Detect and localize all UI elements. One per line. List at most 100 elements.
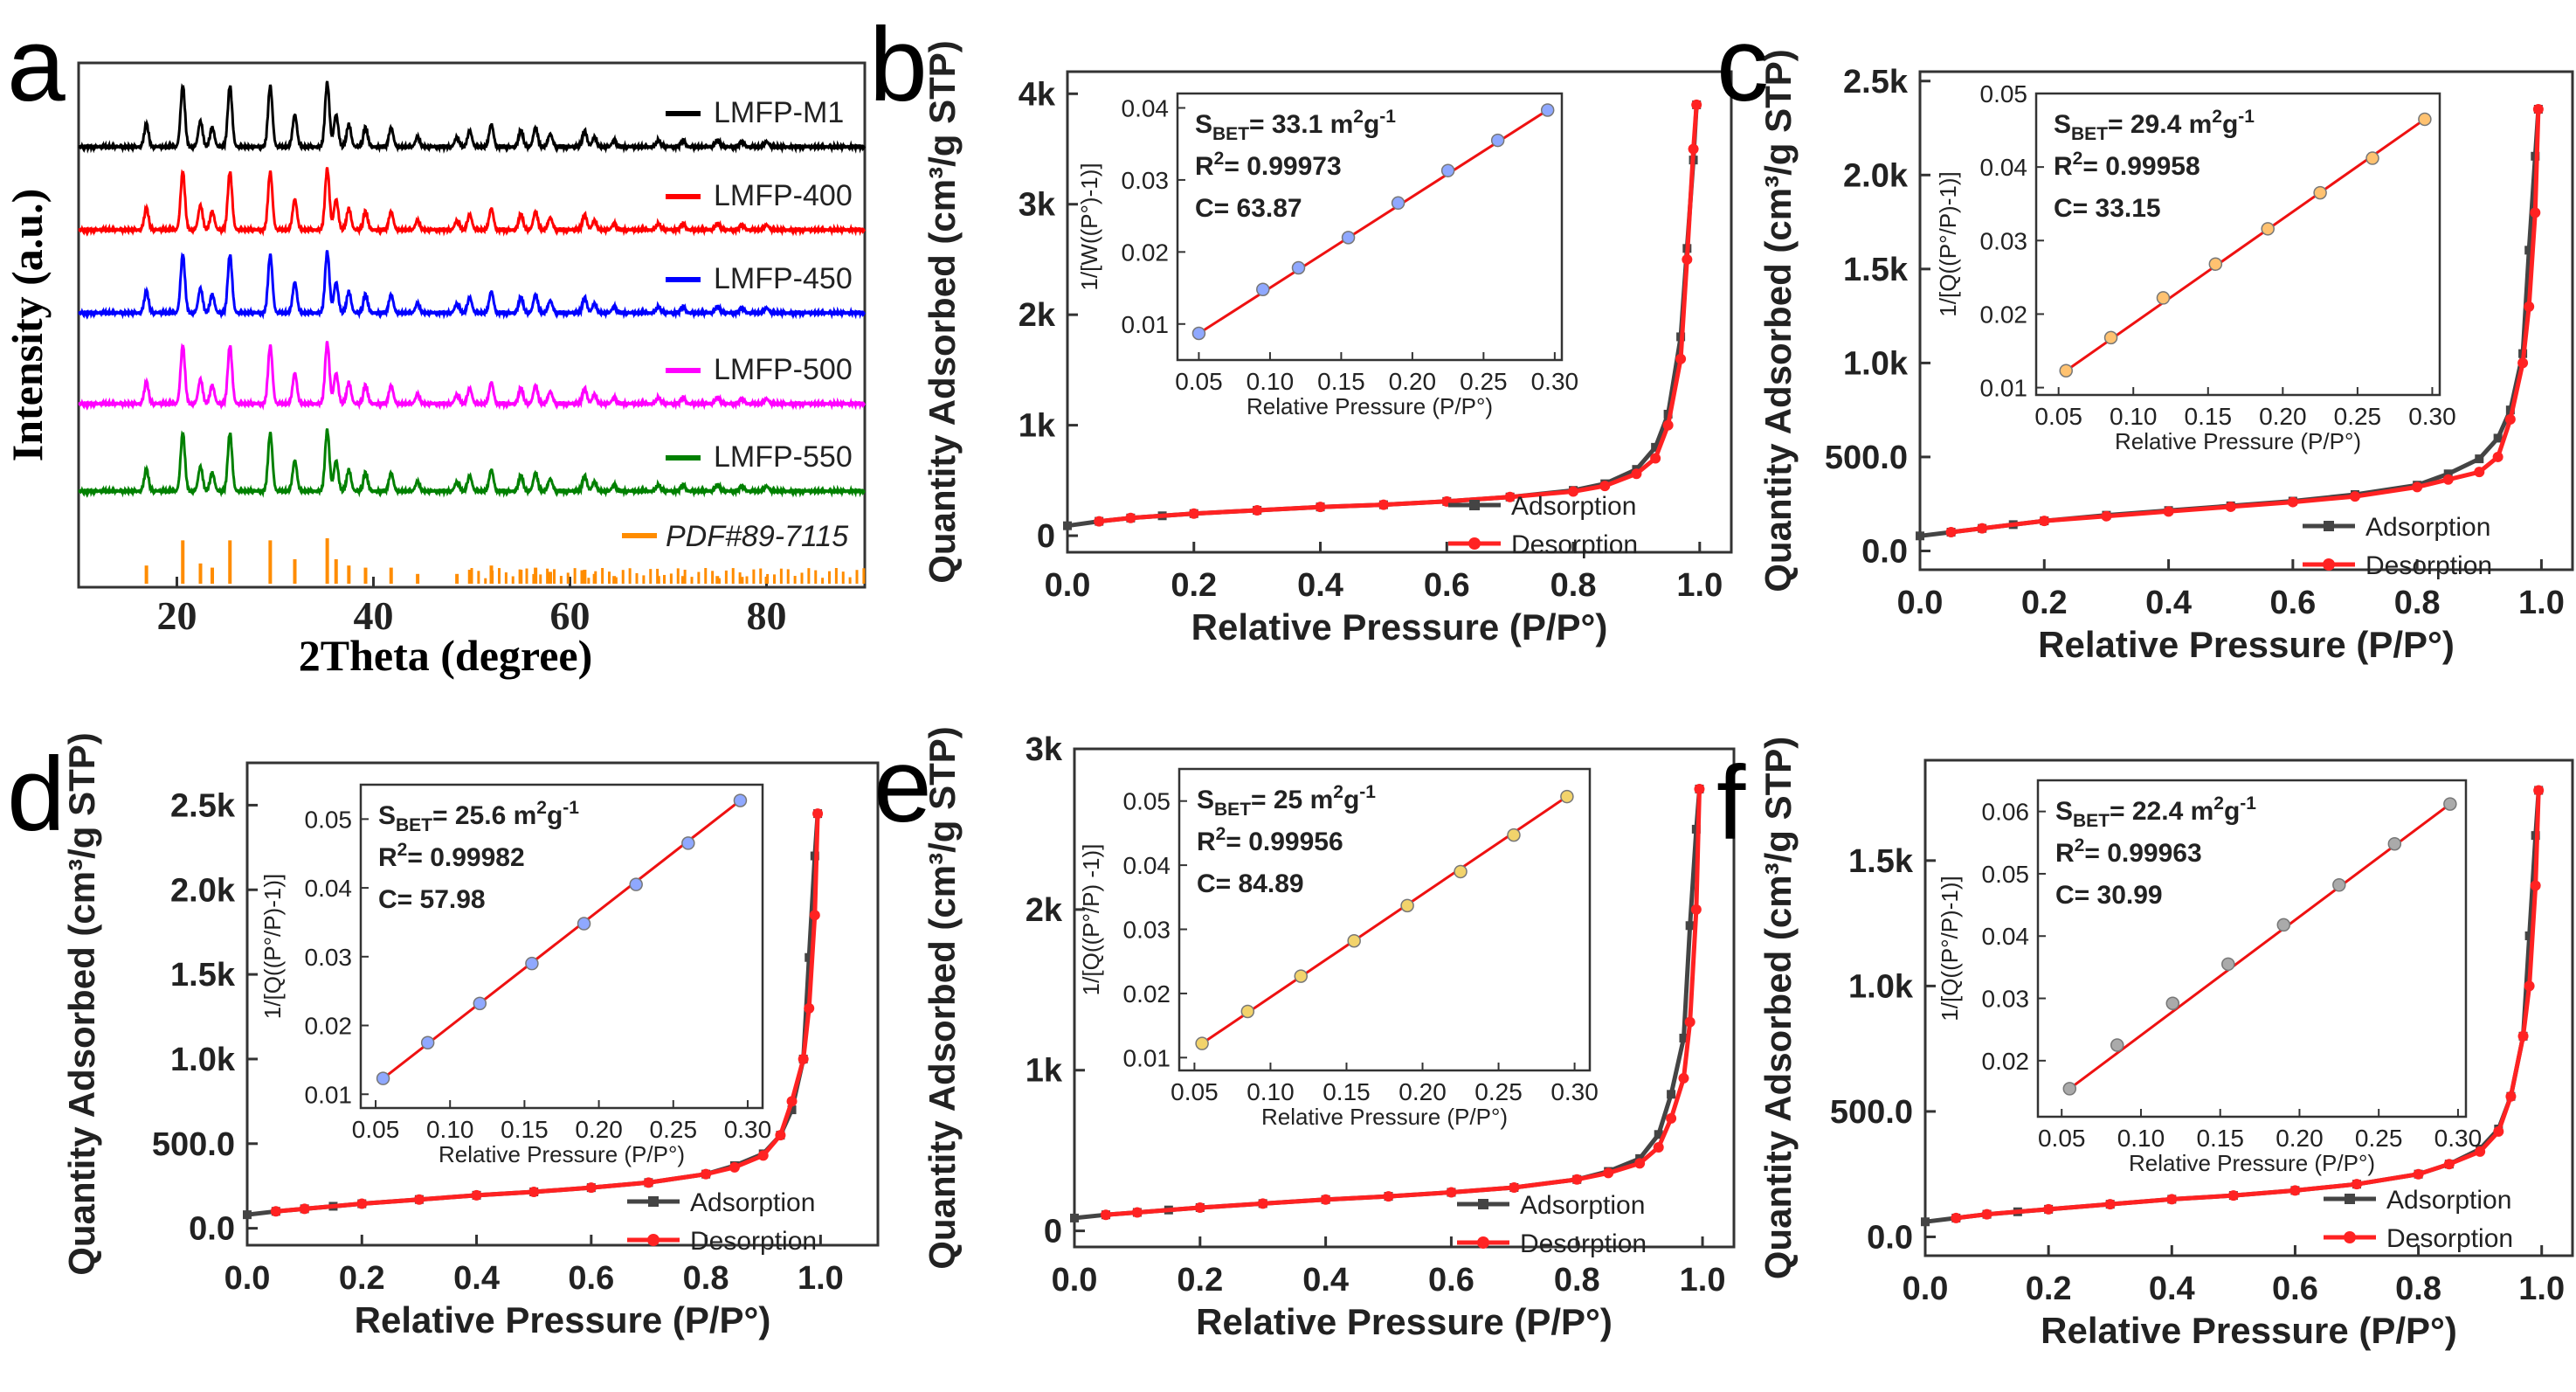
y-tick-label: 500.0 [1830, 1094, 1913, 1131]
inset-y-tick-label: 0.03 [1122, 167, 1170, 194]
panel-d: d 0.0 0.2 0.4 0.6 0.8 1.0 0.0 500.0 1.0k 1.5k 2.0k 2… [7, 732, 880, 1340]
inset-data-point [1454, 864, 1468, 879]
inset-data-point [376, 1071, 390, 1085]
desorption-point [775, 1130, 786, 1141]
x-tick-label: 1.0 [2518, 585, 2565, 621]
x-axis-label: Relative Pressure (P/P°) [2038, 624, 2455, 665]
axes-frame [1073, 747, 1736, 1249]
stat-sbet-unit: g [547, 801, 563, 830]
inset-y-tick-label: 0.05 [305, 806, 353, 833]
inset-x-tick-label: 0.20 [1398, 1078, 1447, 1105]
y-tick-label: 3k [1019, 187, 1056, 224]
stat-c: C= 30.99 [2055, 881, 2163, 910]
y-tick-label: 500.0 [1825, 440, 1908, 476]
stat-sbet-unit: g [2224, 797, 2240, 826]
adsorption-point [243, 1210, 252, 1220]
inset-data-point [2062, 1082, 2077, 1096]
adsorption-point [1685, 921, 1695, 931]
legend-marker [2344, 1231, 2356, 1243]
desorption-point [1666, 1112, 1677, 1124]
adsorption-point [787, 1105, 797, 1115]
desorption-point [2442, 474, 2454, 485]
desorption-point [1599, 481, 1611, 492]
legend-marker [2324, 521, 2334, 531]
y-tick-label: 1.5k [1848, 843, 1914, 880]
stat-sbet-subscript: BET [396, 815, 432, 835]
desorption-point [2505, 1091, 2517, 1102]
stat-sbet-value: = 25.6 m [432, 801, 536, 830]
inset-x-tick-label: 0.15 [2185, 403, 2233, 430]
inset-fit-line [2065, 118, 2426, 372]
stat-sbet-subscript: BET [2071, 124, 2108, 144]
desorption-point [2474, 467, 2485, 478]
legend-label: Desorption [2365, 551, 2492, 580]
inset-x-tick-label: 0.30 [2434, 1125, 2483, 1152]
axes-frame [1923, 758, 2574, 1257]
y-tick-label: 1k [1026, 1053, 1063, 1090]
desorption-point [1125, 512, 1136, 523]
inset-y-tick-label: 0.03 [305, 944, 353, 971]
x-tick-label: 1.0 [798, 1260, 844, 1297]
desorption-point [804, 1002, 815, 1014]
adsorption-point [2493, 433, 2503, 443]
x-tick-label: 0.0 [1045, 567, 1091, 604]
desorption-point [471, 1189, 482, 1201]
x-axis-label: Relative Pressure (P/P°) [1191, 606, 1608, 648]
desorption-point [2530, 207, 2541, 218]
desorption-point [2043, 1203, 2055, 1215]
legend-label: Desorption [2386, 1224, 2513, 1253]
desorption-point [1257, 1198, 1268, 1209]
y-tick-label: 4k [1019, 76, 1056, 113]
desorption-point [2532, 104, 2544, 115]
adsorption-point [2524, 931, 2534, 940]
inset-x-tick-label: 0.30 [2408, 403, 2456, 430]
inset-x-tick-label: 0.25 [650, 1116, 698, 1143]
inset-data-point [1400, 898, 1414, 913]
desorption-point [1977, 523, 1988, 534]
legend-label: Desorption [1520, 1229, 1647, 1258]
stat-sbet-value: = 25 m [1251, 786, 1333, 814]
x-tick-label: 0.8 [2394, 585, 2441, 621]
adsorption-point [2524, 246, 2534, 255]
inset-x-axis-label: Relative Pressure (P/P°) [439, 1141, 685, 1167]
inset-data-point [420, 1035, 435, 1049]
desorption-point [2533, 785, 2545, 796]
desorption-point [2475, 1146, 2486, 1157]
inset-y-tick-label: 0.03 [1982, 986, 2030, 1013]
inset-frame [359, 783, 764, 1110]
inset-data-point [2365, 151, 2379, 165]
inset-x-axis-label: Relative Pressure (P/P°) [2129, 1150, 2375, 1176]
inset-x-axis-label: Relative Pressure (P/P°) [1261, 1104, 1508, 1130]
inset-data-point [2276, 918, 2291, 932]
inset-x-tick-label: 0.05 [2038, 1125, 2086, 1152]
x-tick-label: 0.6 [568, 1260, 614, 1297]
inset-y-tick-label: 0.02 [1122, 239, 1170, 266]
legend-label: Adsorption [2365, 513, 2490, 542]
x-tick-label: 0.6 [1428, 1262, 1474, 1299]
adsorption-point [1651, 442, 1661, 452]
inset-data-point [681, 836, 695, 850]
inset-x-tick-label: 0.20 [2259, 403, 2307, 430]
desorption-point [809, 910, 820, 921]
stat-sbet: SBET= 25 m2g-1 [1197, 782, 1376, 820]
desorption-point [2504, 413, 2516, 425]
inset-f: 0.05 0.10 0.15 0.20 0.25 0.30 0.02 0.03 0.04 0.05… [1937, 779, 2483, 1176]
desorption-point [1188, 508, 1199, 519]
desorption-point [1446, 1187, 1457, 1198]
legend-label: LMFP-500 [714, 353, 853, 386]
inset-x-tick-label: 0.15 [2196, 1125, 2244, 1152]
inset-y-tick-label: 0.03 [1980, 227, 2028, 254]
inset-y-axis-label: 1/[Q((P°/P)-1)] [1937, 876, 1963, 1021]
desorption-point [1315, 502, 1326, 513]
desorption-point [585, 1182, 597, 1194]
inset-data-point [577, 917, 591, 931]
stat-r2-value: = 0.99982 [407, 843, 524, 872]
inset-data-point [1294, 969, 1309, 983]
stat-c: C= 33.15 [2054, 194, 2161, 223]
desorption-point [701, 1168, 712, 1180]
stat-c: C= 63.87 [1195, 194, 1302, 223]
adsorption-point [2475, 454, 2484, 464]
x-tick-label: 0.2 [1177, 1262, 1223, 1299]
inset-y-tick-label: 0.02 [1123, 980, 1171, 1008]
desorption-point [786, 1096, 798, 1107]
